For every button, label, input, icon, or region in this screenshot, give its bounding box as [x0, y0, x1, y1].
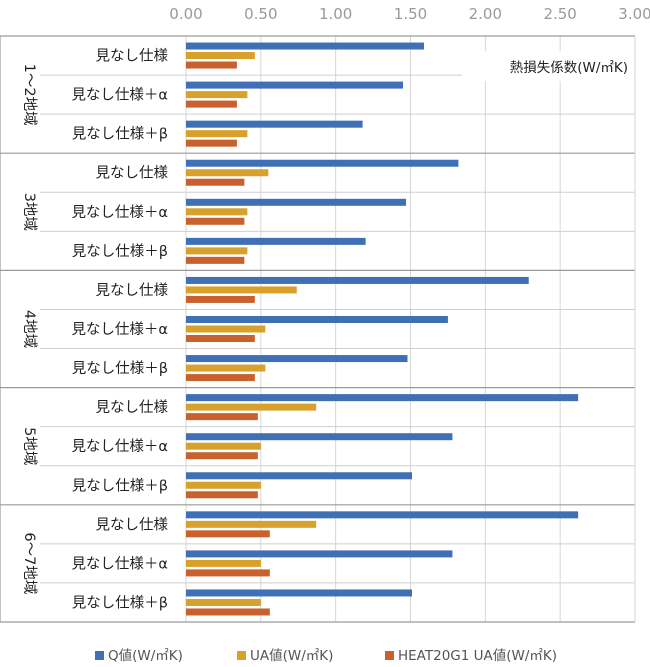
bar-3 — [186, 217, 245, 225]
bar-2 — [186, 442, 261, 450]
group-label: 4地域 — [21, 310, 38, 348]
category-label: 見なし仕様＋β — [72, 126, 168, 143]
category-label: 見なし仕様＋α — [71, 204, 168, 221]
bar-3 — [186, 530, 270, 538]
bar-2 — [186, 598, 261, 606]
bar-1 — [186, 316, 448, 323]
bar-2 — [186, 247, 248, 255]
x-tick-label: 0.50 — [244, 5, 277, 23]
legend-label: UA値(W/㎡K) — [250, 648, 333, 664]
x-tick-label: 1.50 — [394, 5, 427, 23]
bar-2 — [186, 130, 248, 138]
bar-1 — [186, 159, 459, 167]
bar-1 — [186, 589, 412, 597]
group-label: 1～2地域 — [21, 64, 38, 126]
bar-2 — [186, 208, 248, 216]
bar-1 — [186, 550, 453, 558]
category-label: 見なし仕様 — [96, 282, 169, 299]
group-label: 6～7地域 — [21, 532, 38, 594]
category-label: 見なし仕様＋β — [72, 477, 168, 494]
bar-3 — [186, 374, 255, 382]
bar-3 — [186, 139, 237, 147]
bar-2 — [186, 52, 255, 60]
category-label: 見なし仕様＋β — [72, 243, 168, 260]
legend-label: HEAT20G1 UA値(W/㎡K) — [398, 648, 557, 664]
bar-2 — [186, 169, 269, 177]
bar-2 — [186, 91, 248, 99]
bar-1 — [186, 198, 407, 206]
category-label: 見なし仕様＋α — [71, 555, 168, 572]
x-tick-label: 2.00 — [469, 5, 502, 23]
category-label: 見なし仕様 — [96, 516, 169, 533]
bar-2 — [186, 520, 317, 528]
bar-3 — [186, 569, 270, 577]
bar-2 — [186, 403, 317, 411]
group-label: 3地域 — [21, 193, 38, 231]
bar-2 — [186, 364, 266, 372]
bar-3 — [186, 452, 258, 460]
bar-3 — [186, 295, 255, 303]
legend-label: Q値(W/㎡K) — [108, 648, 183, 664]
unit-label: 熱損失係数(W/㎡K) — [510, 60, 628, 76]
bar-3 — [186, 335, 255, 342]
x-tick-label: 1.00 — [319, 5, 352, 23]
bar-3 — [186, 608, 270, 616]
category-label: 見なし仕様＋α — [71, 321, 168, 338]
bar-1 — [186, 394, 579, 402]
bar-1 — [186, 120, 363, 128]
bar-1 — [186, 472, 412, 480]
unit-label-bg — [462, 51, 634, 81]
x-tick-label: 0.00 — [169, 5, 202, 23]
legend-swatch — [385, 651, 394, 660]
bar-3 — [186, 491, 258, 499]
bar-3 — [186, 178, 245, 186]
bar-1 — [186, 81, 404, 89]
group-label: 5地域 — [21, 427, 38, 465]
category-label: 見なし仕様＋α — [71, 87, 168, 104]
bar-2 — [186, 481, 261, 489]
category-label: 見なし仕様＋β — [72, 594, 168, 611]
legend-swatch — [95, 651, 104, 660]
bar-1 — [186, 355, 408, 363]
bar-1 — [186, 42, 424, 50]
bar-1 — [186, 237, 366, 245]
x-tick-label: 2.50 — [543, 5, 576, 23]
category-label: 見なし仕様 — [96, 399, 169, 416]
legend-swatch — [237, 651, 246, 660]
x-tick-label: 3.00 — [618, 5, 650, 23]
bar-2 — [186, 286, 297, 294]
bar-1 — [186, 433, 453, 441]
bar-2 — [186, 559, 261, 567]
bar-3 — [186, 413, 258, 421]
bar-2 — [186, 325, 266, 333]
category-label: 見なし仕様 — [96, 165, 169, 182]
category-label: 見なし仕様＋β — [72, 360, 168, 377]
bar-1 — [186, 511, 579, 519]
bar-3 — [186, 256, 245, 264]
category-label: 見なし仕様 — [96, 48, 169, 65]
category-label: 見なし仕様＋α — [71, 438, 168, 455]
bar-3 — [186, 100, 237, 108]
bar-3 — [186, 61, 237, 69]
bar-1 — [186, 276, 529, 284]
